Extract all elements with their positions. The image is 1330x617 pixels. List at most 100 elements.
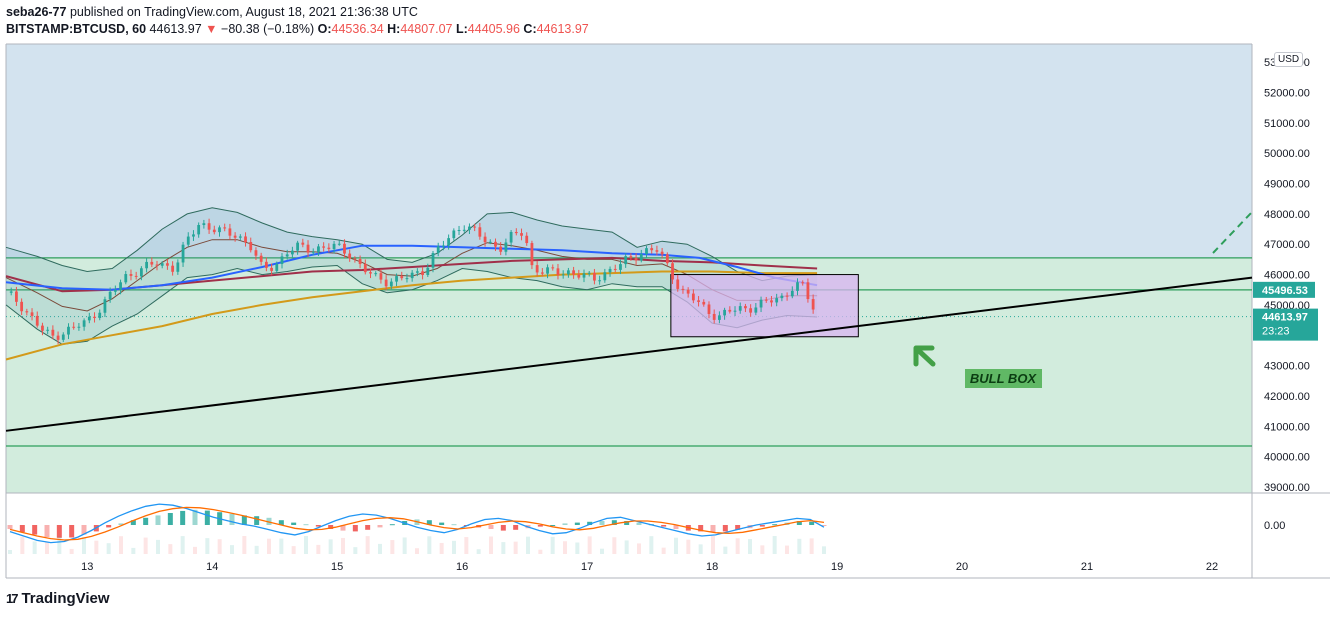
- close-label: C:: [523, 22, 537, 36]
- candle-body: [61, 334, 65, 340]
- macd-histogram-bar: [278, 520, 284, 525]
- candle-body: [546, 267, 549, 274]
- volume-bar: [193, 546, 197, 554]
- macd-histogram-bar: [56, 525, 62, 538]
- macd-histogram-bar: [735, 525, 741, 530]
- volume-bar: [341, 537, 345, 554]
- candle-body: [186, 236, 190, 245]
- y-tick-label: 50000.00: [1264, 148, 1310, 160]
- x-tick-label: 17: [581, 561, 593, 573]
- volume-bar: [205, 538, 210, 554]
- macd-histogram-bar: [155, 515, 161, 525]
- volume-bar: [723, 546, 728, 554]
- ascending-trendline: [5, 276, 1253, 432]
- candle-body: [691, 293, 695, 301]
- macd-histogram-bar: [821, 525, 827, 526]
- volume-bar: [513, 541, 518, 554]
- candle-body: [228, 228, 232, 236]
- candle-body: [712, 313, 716, 320]
- candle-body: [35, 315, 39, 326]
- volume-bar: [538, 549, 543, 554]
- macd-histogram-bar: [352, 525, 358, 532]
- candle-body: [650, 248, 654, 251]
- candle-body: [322, 246, 326, 248]
- candle-body: [796, 282, 799, 291]
- candle-body: [442, 245, 445, 247]
- macd-histogram-bar: [180, 510, 186, 525]
- macd-histogram-bar: [759, 525, 765, 527]
- candle-body: [504, 242, 508, 252]
- down-arrow-icon: ▼: [205, 22, 218, 36]
- volume-bar: [575, 542, 580, 554]
- candle-body: [764, 299, 768, 301]
- macd-histogram-bar: [365, 525, 371, 530]
- candle-body: [124, 274, 128, 283]
- candle-body: [202, 223, 206, 226]
- macd-histogram-bar: [439, 522, 445, 525]
- candle-body: [264, 261, 268, 268]
- candle-body: [134, 275, 138, 277]
- macd-histogram-bar: [809, 521, 815, 525]
- symbol-label[interactable]: BITSTAMP:BTCUSD, 60: [6, 22, 147, 36]
- volume-bar: [600, 548, 604, 554]
- volume-bar: [661, 547, 666, 554]
- candle-body: [108, 291, 112, 300]
- high-label: H:: [387, 22, 401, 36]
- volume-bar: [94, 540, 99, 554]
- candle-body: [15, 291, 18, 302]
- macd-histogram-bar: [192, 509, 198, 525]
- macd-histogram-bar: [389, 524, 395, 526]
- candle-body: [577, 274, 581, 278]
- candle-body: [238, 236, 242, 238]
- candle-body: [499, 246, 503, 252]
- candle-body: [681, 288, 685, 290]
- macd-histogram-bar: [303, 524, 309, 526]
- macd-histogram-bar: [772, 524, 778, 526]
- candle-body: [702, 301, 706, 305]
- macd-histogram-bar: [143, 517, 149, 525]
- currency-badge[interactable]: USD: [1274, 52, 1304, 67]
- low-value: 44405.96: [467, 22, 520, 36]
- candle-body: [603, 272, 607, 281]
- macd-histogram-bar: [81, 525, 87, 535]
- candle-body: [770, 300, 773, 303]
- volume-bar: [143, 537, 148, 554]
- macd-histogram-bar: [488, 525, 494, 529]
- candle-body: [723, 309, 727, 316]
- candle-body: [327, 247, 331, 250]
- x-tick-label: 20: [956, 561, 968, 573]
- volume-bar: [279, 538, 284, 554]
- candle-body: [46, 329, 50, 331]
- macd-histogram-bar: [661, 525, 667, 527]
- candle-body: [572, 270, 575, 275]
- macd-histogram-bar: [315, 525, 321, 527]
- projection-dashed-line: [1212, 211, 1253, 254]
- candle-body: [301, 242, 305, 245]
- author-name[interactable]: seba26-77: [6, 5, 67, 19]
- candle-body: [431, 253, 435, 268]
- macd-histogram-bar: [19, 525, 25, 533]
- candle-body: [291, 250, 294, 255]
- candle-body: [785, 295, 789, 297]
- macd-histogram-bar: [167, 513, 173, 525]
- candle-body: [801, 282, 805, 284]
- macd-histogram-bar: [32, 525, 38, 535]
- candle-body: [103, 299, 107, 313]
- bollinger-upper-line: [5, 207, 818, 282]
- candle-body: [410, 272, 414, 279]
- green-arrow-icon: [913, 345, 936, 367]
- macd-histogram-bar: [796, 521, 802, 525]
- volume-bar: [797, 538, 802, 554]
- candle-body: [478, 227, 482, 237]
- candle-body: [254, 250, 258, 256]
- tradingview-logo[interactable]: 17 TradingView: [6, 590, 110, 607]
- volume-bar: [674, 537, 678, 554]
- candle-body: [311, 251, 315, 253]
- candle-body: [733, 310, 737, 312]
- candle-body: [488, 241, 492, 243]
- candle-body: [608, 268, 612, 273]
- volume-bar: [464, 537, 469, 554]
- macd-histogram-bar: [611, 520, 617, 525]
- volume-bar: [711, 536, 715, 554]
